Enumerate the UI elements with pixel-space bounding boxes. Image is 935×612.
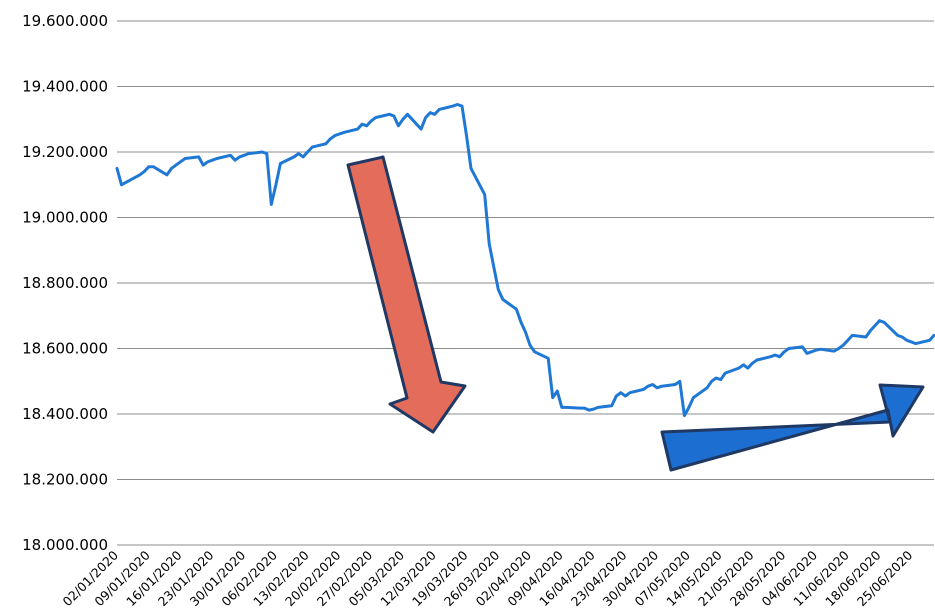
y-tick-label: 18.400.000 bbox=[22, 405, 108, 423]
decline-arrow bbox=[346, 155, 467, 434]
recovery-arrow bbox=[660, 383, 925, 472]
y-tick-label: 18.600.000 bbox=[22, 340, 108, 358]
y-tick-label: 18.200.000 bbox=[22, 471, 108, 489]
gridlines bbox=[117, 20, 934, 546]
y-tick-label: 19.000.000 bbox=[22, 209, 108, 227]
series-lines bbox=[115, 103, 935, 418]
y-tick-label: 18.800.000 bbox=[22, 274, 108, 292]
y-axis-ticks: 18.000.000 18.200.000 18.400.000 18.600.000… bbox=[22, 12, 108, 554]
series-line bbox=[115, 103, 935, 418]
x-axis-ticks: 02/01/202009/01/202016/01/202023/01/2020… bbox=[60, 547, 916, 609]
y-tick-label: 19.200.000 bbox=[22, 143, 108, 161]
annotations bbox=[346, 155, 925, 472]
y-tick-label: 18.000.000 bbox=[22, 536, 108, 554]
y-tick-label: 19.600.000 bbox=[22, 12, 108, 30]
y-tick-label: 19.400.000 bbox=[22, 78, 108, 96]
